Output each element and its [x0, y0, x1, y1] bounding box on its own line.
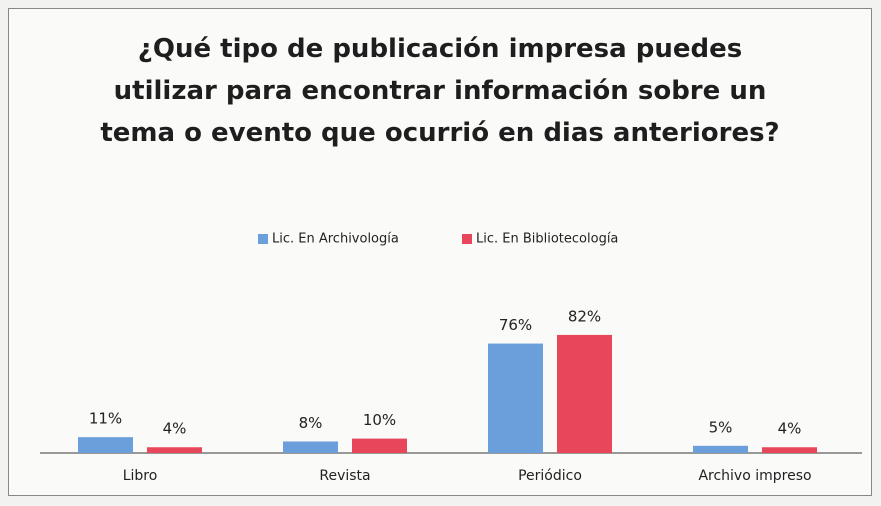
bar: [557, 334, 612, 453]
bar: [488, 343, 543, 453]
bar: [352, 438, 407, 453]
data-label: 10%: [363, 411, 396, 429]
bar: [693, 445, 748, 453]
legend-label: Lic. En Archivología: [272, 232, 399, 247]
data-label: 4%: [163, 420, 187, 438]
bar: [78, 437, 133, 453]
bar: [147, 447, 202, 453]
data-label: 8%: [299, 414, 323, 432]
data-label: 5%: [709, 418, 733, 436]
legend-label: Lic. En Bibliotecología: [476, 232, 618, 247]
data-label: 11%: [89, 410, 122, 428]
x-tick-label: Libro: [123, 468, 158, 484]
data-label: 4%: [778, 420, 802, 438]
data-label: 82%: [568, 307, 601, 325]
chart-frame: [8, 8, 872, 496]
x-tick-label: Periódico: [518, 468, 582, 484]
legend-swatch: [258, 234, 268, 244]
data-label: 76%: [499, 316, 532, 334]
x-tick-label: Archivo impreso: [698, 468, 811, 484]
bar: [762, 447, 817, 453]
x-tick-label: Revista: [319, 468, 370, 484]
bar: [283, 441, 338, 453]
chart-title: ¿Qué tipo de publicación impresa puedes …: [100, 34, 780, 148]
legend-swatch: [462, 234, 472, 244]
